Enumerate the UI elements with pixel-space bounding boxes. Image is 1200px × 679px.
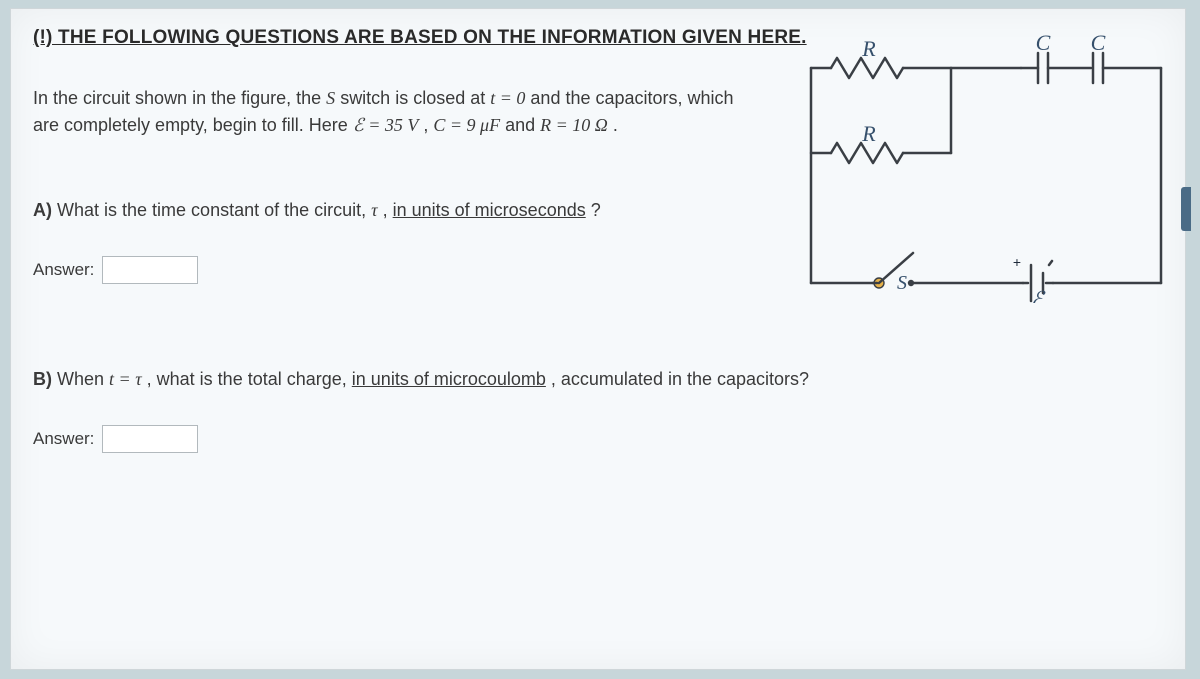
intro-C: C = 9 μF (433, 115, 500, 135)
label-S: S (897, 272, 907, 294)
label-R-top: R (861, 36, 876, 61)
intro-paragraph: In the circuit shown in the figure, the … (33, 85, 763, 139)
qa-text: What is the time constant of the circuit… (57, 200, 371, 220)
answer-b-line: Answer: (33, 425, 1163, 453)
answer-a-input[interactable] (102, 256, 198, 284)
qa-tau: τ (371, 200, 377, 220)
intro-t0: t = 0 (490, 88, 525, 108)
label-C-left: C (1036, 30, 1051, 55)
label-C-right: C (1091, 30, 1106, 55)
qa-under: in units of microseconds (393, 200, 586, 220)
qb-eq: t = τ (109, 369, 142, 389)
question-b: B) When t = τ , what is the total charge… (33, 366, 1163, 509)
worksheet-page: (!) THE FOLLOWING QUESTIONS ARE BASED ON… (10, 8, 1186, 670)
qa-label: A) (33, 200, 52, 220)
intro-S: S (326, 88, 335, 108)
qb-label: B) (33, 369, 52, 389)
qa-text: ? (591, 200, 601, 220)
intro-R: R = 10 Ω (540, 115, 608, 135)
qb-text: , accumulated in the capacitors? (551, 369, 809, 389)
intro-E: ℰ = 35 V (353, 115, 419, 135)
intro-text: . (613, 115, 618, 135)
intro-text: and (505, 115, 540, 135)
qb-text: , what is the total charge, (147, 369, 352, 389)
intro-text: switch is closed at (340, 88, 490, 108)
side-tab[interactable] (1181, 187, 1191, 231)
answer-label: Answer: (33, 260, 94, 280)
answer-b-input[interactable] (102, 425, 198, 453)
circuit-diagram: +RRCCSℰ (791, 23, 1173, 303)
qa-text: , (383, 200, 393, 220)
answer-label: Answer: (33, 429, 94, 449)
question-b-text: B) When t = τ , what is the total charge… (33, 366, 1163, 393)
battery-plus-icon: + (1013, 254, 1021, 270)
intro-text: In the circuit shown in the figure, the (33, 88, 326, 108)
intro-text: , (423, 115, 433, 135)
qb-under: in units of microcoulomb (352, 369, 546, 389)
qb-text: When (57, 369, 109, 389)
label-R-inner: R (861, 121, 876, 146)
